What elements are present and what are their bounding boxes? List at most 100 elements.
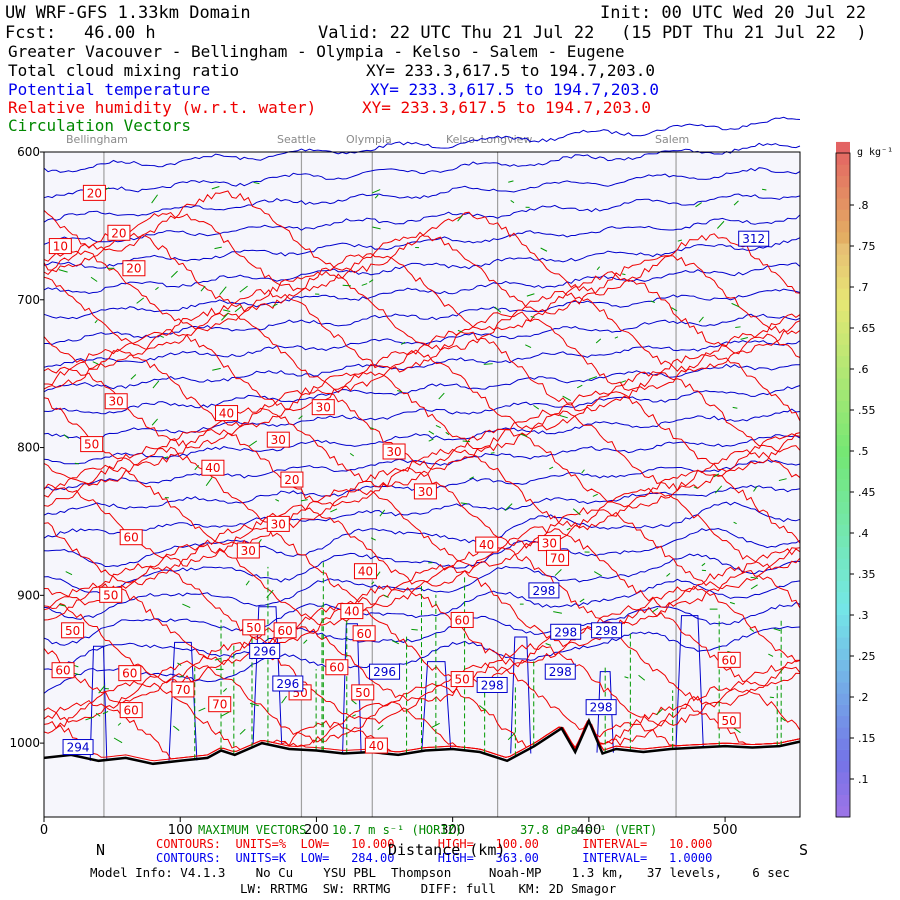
circulation-vector	[221, 711, 230, 717]
theta-contour	[43, 434, 801, 491]
circulation-vector	[200, 285, 206, 292]
city-label-salem: Salem	[655, 133, 690, 146]
circulation-vector	[275, 499, 280, 502]
theta-contour-label: 298	[595, 624, 618, 638]
field-rh: Relative humidity (w.r.t. water)	[8, 98, 317, 117]
rh-contour	[43, 307, 801, 422]
circulation-vector	[368, 279, 374, 283]
rh-contour	[43, 720, 801, 762]
circulation-vector	[490, 452, 495, 454]
rh-contour-label: 50	[355, 686, 370, 700]
circulation-vector	[370, 537, 376, 541]
circulation-vector	[572, 508, 581, 516]
circulation-vector	[342, 284, 351, 287]
circulation-vector	[74, 462, 80, 465]
circulation-vector	[90, 276, 98, 282]
circulation-vector	[753, 486, 758, 492]
rh-contour-label: 30	[418, 485, 433, 499]
rh-contour	[43, 329, 801, 453]
theta-contour-label: 298	[532, 584, 555, 598]
colorbar-tick-label: .75	[858, 240, 876, 253]
circulation-vector	[545, 643, 552, 646]
circulation-vector	[63, 434, 70, 439]
north-label: N	[96, 841, 106, 859]
circulation-vector	[253, 181, 260, 185]
circulation-vector	[713, 473, 720, 478]
rh-contour-label-box	[215, 405, 239, 422]
theta-contour	[43, 484, 801, 539]
colorbar-tick-label: .35	[858, 568, 876, 581]
colorbar-swatch	[836, 659, 850, 672]
circulation-vector	[457, 215, 463, 222]
fcst-value: 46.00 h	[84, 23, 156, 43]
theta-contour-label-box	[476, 676, 508, 693]
circulation-vector	[177, 662, 182, 666]
circulation-vector	[214, 246, 222, 250]
circulation-vector	[194, 464, 200, 471]
theta-contour-label-box	[528, 582, 560, 599]
rh-contour-label: 70	[212, 698, 227, 712]
rh-contour-label-box	[717, 651, 741, 668]
valid-local-time: (15 PDT Thu 21 Jul 22 )	[621, 23, 867, 43]
colorbar-swatch	[836, 164, 850, 177]
model-title: UW WRF-GFS 1.33km Domain	[5, 3, 251, 23]
colorbar-swatch	[836, 322, 850, 334]
circulation-vector	[372, 189, 381, 194]
colorbar-swatch	[836, 254, 850, 267]
plot-frame	[43, 151, 801, 818]
circulation-vector	[553, 611, 562, 614]
circulation-vector	[526, 293, 535, 297]
rh-contour-label-box	[280, 471, 304, 488]
rh-contour-label: 70	[175, 683, 190, 697]
circulation-vector	[588, 376, 597, 380]
colorbar-swatch	[836, 783, 850, 795]
rh-contour-label: 20	[111, 226, 126, 240]
max-vectors-vert: 37.8 dPa s⁻¹ (VERT)	[520, 823, 658, 837]
circulation-vector	[622, 273, 626, 276]
circulation-vector	[533, 404, 540, 410]
rh-contour-label-box	[717, 712, 741, 729]
x-axis-label: Distance (km)	[388, 841, 506, 859]
circulation-vector	[761, 188, 767, 191]
theta-contour-label: 296	[373, 665, 396, 679]
rh-contour	[43, 603, 801, 727]
rh-contour-label-box	[311, 399, 335, 416]
x-tick-label: 100	[168, 823, 193, 838]
circulation-vector	[65, 571, 73, 576]
rh-contour-label: 60	[122, 667, 137, 681]
rh-contour-label-box	[475, 536, 499, 553]
y-tick-label: 600	[17, 145, 40, 159]
y-tick-label: 700	[17, 293, 40, 307]
colorbar-swatch	[836, 209, 850, 222]
circulation-vector	[750, 584, 758, 590]
theta-contour	[43, 340, 801, 393]
circulation-vector	[614, 336, 619, 339]
colorbar-tick-label: .65	[858, 322, 876, 335]
colorbar-swatch	[836, 727, 850, 739]
circulation-vector	[117, 722, 122, 726]
circulation-vector	[656, 708, 663, 716]
circulation-vector	[370, 427, 374, 430]
theta-contour	[43, 313, 801, 368]
circulation-vector	[530, 316, 535, 318]
theta-contour-label: 298	[590, 701, 613, 715]
city-label-seattle: Seattle	[277, 133, 316, 146]
circulation-vector	[113, 737, 123, 744]
circulation-vector	[525, 344, 532, 349]
rh-contour-label-box	[104, 393, 128, 410]
circulation-vector	[554, 569, 562, 576]
colorbar-swatch	[836, 434, 850, 447]
colorbar-unit: g kg⁻¹	[857, 147, 894, 158]
rh-contour	[44, 348, 801, 473]
rh-contour-label: 60	[124, 531, 139, 545]
colorbar-tick-label: .8	[858, 199, 869, 212]
circulation-vector	[566, 527, 571, 531]
colorbar-tick-label: .7	[858, 281, 869, 294]
circulation-vector	[732, 406, 738, 409]
circulation-vector	[361, 283, 368, 286]
circulation-vector	[507, 732, 516, 741]
colorbar-swatch	[836, 794, 850, 807]
circulation-vector	[701, 562, 706, 567]
rh-contour-label: 50	[722, 714, 737, 728]
rh-contour-label: 30	[316, 401, 331, 415]
